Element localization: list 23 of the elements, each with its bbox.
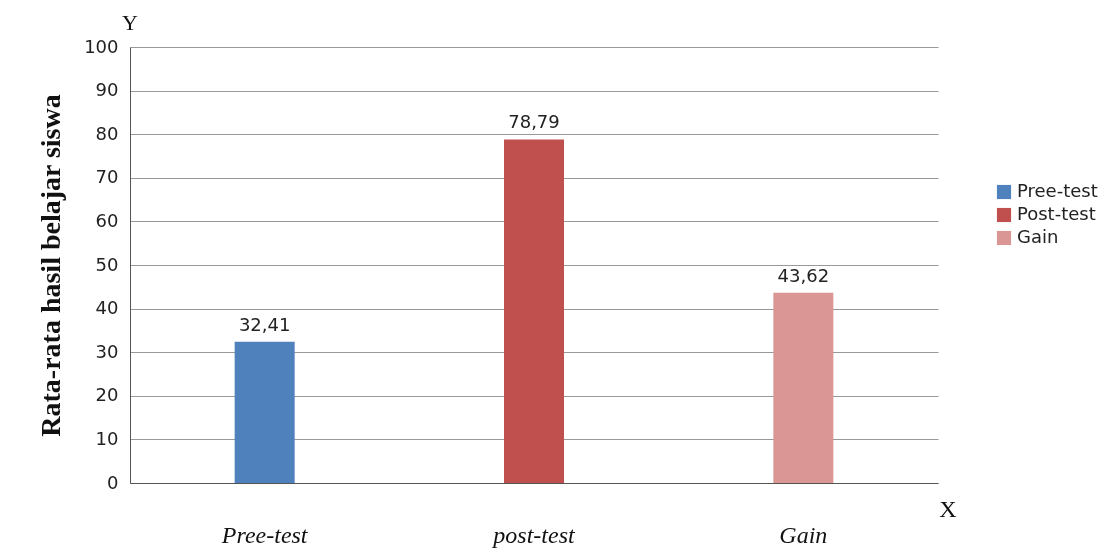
y-tick-label: 70 (95, 166, 119, 188)
data-label: 32,41 (238, 313, 291, 335)
text: Y (122, 10, 139, 35)
x-tick-label: Gain (779, 521, 828, 548)
data-label: 78,79 (508, 111, 560, 133)
y-tick-label: 60 (95, 209, 119, 231)
x-axis-title: X (939, 495, 957, 522)
y-axis-title: Rata-rata hasil belajar siswa (35, 94, 67, 437)
y-tick-label: 20 (95, 384, 119, 406)
x-tick-label: post-test (491, 521, 576, 548)
y-tick-label: 80 (95, 122, 119, 144)
y-tick-label: 100 (84, 35, 119, 57)
legend-label: Gain (1017, 226, 1059, 247)
y-tick-label: 30 (95, 340, 119, 362)
y-tick-label: 90 (95, 79, 119, 101)
legend-label: Pree-test (1017, 180, 1098, 201)
y-tick-label: 40 (95, 297, 119, 319)
data-label: 43,62 (777, 264, 830, 286)
y-tick-label: 10 (95, 427, 119, 449)
y-tick-label: 50 (95, 253, 119, 275)
y-tick-label: 0 (107, 471, 119, 493)
x-tick-label: Pree-test (220, 521, 309, 548)
legend-label: Post-test (1017, 203, 1096, 224)
